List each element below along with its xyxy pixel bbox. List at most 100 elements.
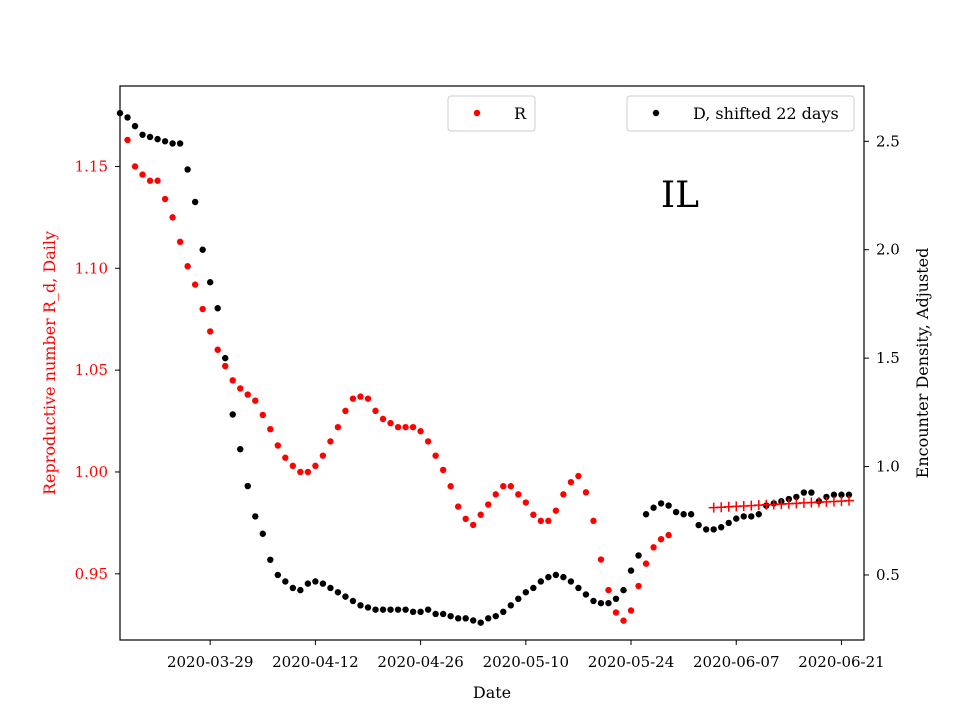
r-point — [432, 452, 439, 459]
r-point — [206, 328, 214, 335]
r-point — [214, 346, 221, 353]
d-point — [447, 612, 454, 620]
d-point — [545, 573, 552, 581]
r-point — [146, 177, 154, 184]
d-point — [297, 586, 304, 594]
d-point — [695, 521, 702, 529]
r-point — [282, 454, 289, 461]
d-point — [680, 511, 687, 518]
d-point — [154, 135, 161, 143]
r-point — [312, 462, 319, 470]
d-point — [342, 593, 349, 600]
d-point — [327, 584, 334, 592]
r-point — [485, 501, 492, 508]
r-point — [176, 238, 184, 246]
d-point — [184, 166, 191, 173]
d-point — [755, 511, 762, 518]
r-point — [379, 415, 387, 423]
d-point — [274, 571, 282, 579]
r-point — [642, 560, 650, 567]
d-point — [432, 610, 439, 618]
r-point — [191, 281, 199, 288]
r-point — [439, 466, 447, 474]
d-point — [575, 584, 582, 592]
d-point — [394, 606, 402, 613]
d-point — [657, 500, 665, 507]
r-point — [447, 483, 454, 490]
d-point — [364, 604, 372, 611]
r-point — [500, 483, 507, 490]
r-point — [357, 393, 364, 400]
right-y-tick-label: 1.5 — [876, 349, 900, 367]
x-tick-label: 2020-04-12 — [272, 653, 358, 671]
d-point — [334, 589, 342, 596]
r-point — [267, 425, 274, 433]
left-axis-title: Reproductive number R_d, Daily — [40, 231, 59, 495]
d-point — [409, 608, 417, 616]
d-point — [259, 530, 266, 537]
d-point — [522, 589, 530, 596]
d-point — [424, 606, 432, 613]
left-y-tick-label: 1.10 — [75, 259, 108, 277]
d-point — [650, 504, 657, 511]
left-y-tick-label: 1.05 — [75, 361, 108, 379]
r-point — [304, 468, 312, 476]
d-point — [537, 578, 545, 585]
x-tick-label: 2020-06-21 — [798, 653, 884, 671]
right-y-tick-label: 1.0 — [876, 458, 900, 476]
r-point — [627, 607, 635, 614]
r-point — [575, 472, 582, 480]
state-annotation: IL — [661, 175, 699, 216]
d-point — [605, 599, 612, 607]
d-point — [176, 140, 184, 147]
r-point — [184, 263, 191, 270]
plot-frame — [119, 85, 865, 641]
d-point — [612, 595, 620, 603]
d-point — [740, 513, 747, 520]
left-y-tick-label: 1.00 — [75, 463, 108, 481]
d-point — [289, 584, 297, 592]
r-point — [417, 428, 424, 435]
r-point — [620, 617, 627, 624]
d-point — [161, 138, 169, 145]
right-axis-title: Encounter Density, Adjusted — [913, 248, 932, 479]
d-point — [379, 606, 387, 613]
r-point — [424, 438, 432, 445]
r-point — [327, 438, 334, 445]
d-point — [702, 526, 710, 533]
d-point — [304, 580, 312, 587]
r-point — [349, 395, 357, 402]
r-point — [567, 478, 575, 486]
r-point — [334, 423, 342, 431]
d-point — [462, 615, 469, 622]
d-point — [530, 584, 537, 592]
d-point — [244, 482, 251, 490]
d-point — [733, 515, 740, 522]
d-point — [710, 526, 717, 533]
legend-r-marker — [473, 109, 481, 117]
r-point — [409, 423, 417, 431]
projection-point — [843, 495, 854, 506]
r-point — [252, 397, 259, 404]
x-tick-label: 2020-04-26 — [377, 653, 463, 671]
d-point — [214, 305, 221, 312]
r-point — [605, 586, 612, 594]
d-point — [800, 489, 808, 496]
d-point — [169, 140, 176, 147]
d-point — [485, 615, 492, 622]
d-point — [838, 491, 845, 498]
r-point — [665, 531, 672, 539]
x-tick-label: 2020-03-29 — [167, 653, 253, 671]
d-point — [718, 524, 725, 531]
r-point — [259, 411, 266, 419]
d-point — [312, 578, 319, 585]
r-point — [154, 177, 161, 184]
r-point — [131, 163, 139, 170]
r-point — [552, 507, 560, 514]
d-point — [748, 513, 755, 520]
legend-r-frame — [447, 95, 536, 132]
right-y-tick-label: 2.0 — [876, 241, 900, 259]
r-point — [462, 515, 469, 523]
r-point — [222, 362, 229, 370]
